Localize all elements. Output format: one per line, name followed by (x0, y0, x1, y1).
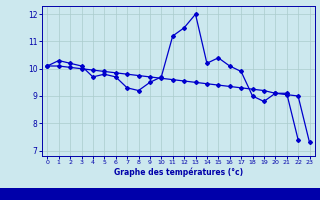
X-axis label: Graphe des températures (°c): Graphe des températures (°c) (114, 168, 243, 177)
